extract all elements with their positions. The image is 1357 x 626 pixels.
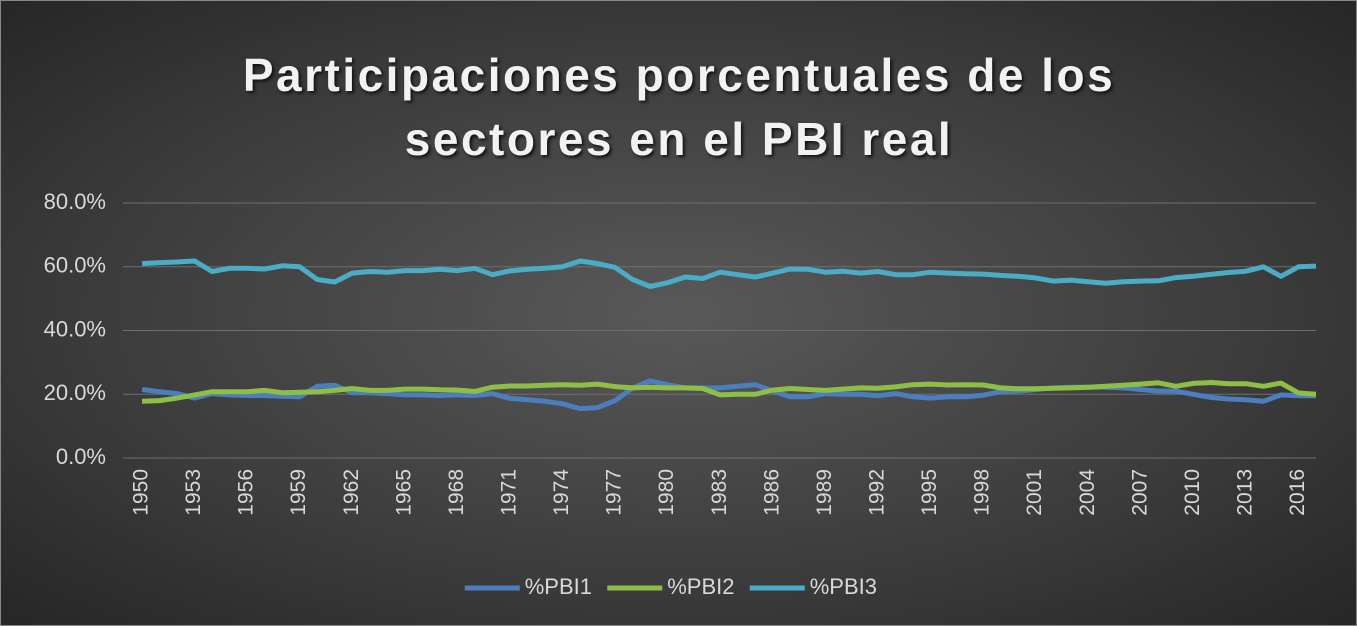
x-tick-label: 1956 — [235, 469, 258, 516]
x-tick-label: 1971 — [498, 469, 521, 516]
chart-title: Participaciones porcentuales de los sect… — [242, 49, 1116, 165]
y-tick-label: 0.0% — [56, 444, 106, 469]
x-tick-label: 2007 — [1128, 469, 1151, 516]
legend-label: %PBI3 — [810, 574, 877, 599]
x-tick-label: 1953 — [182, 469, 205, 516]
x-tick-label: 1983 — [708, 469, 731, 516]
x-tick-label: 1968 — [445, 469, 468, 516]
x-tick-label: 1998 — [971, 469, 994, 516]
x-tick-label: 1962 — [340, 469, 363, 516]
series-line — [141, 258, 1317, 289]
series-line — [141, 380, 1317, 404]
legend-label: %PBI2 — [667, 574, 734, 599]
x-tick-label: 1974 — [550, 469, 573, 516]
x-tick-label: 1950 — [130, 469, 153, 516]
x-tick-label: 1989 — [813, 469, 836, 516]
x-tick-label: 1986 — [760, 469, 783, 516]
x-tick-label: 1977 — [603, 469, 626, 516]
y-tick-label: 20.0% — [44, 380, 106, 405]
x-tick-label: 2004 — [1076, 469, 1099, 516]
x-tick-label: 2001 — [1023, 469, 1046, 516]
x-tick-label: 1965 — [392, 469, 415, 516]
y-tick-label: 80.0% — [44, 189, 106, 214]
x-tick-label: 1959 — [287, 469, 310, 516]
legend-label: %PBI1 — [525, 574, 592, 599]
y-tick-label: 60.0% — [44, 253, 106, 278]
x-tick-label: 1980 — [655, 469, 678, 516]
x-tick-label: 2010 — [1181, 469, 1204, 516]
x-tick-label: 1995 — [918, 469, 941, 516]
y-tick-label: 40.0% — [44, 316, 106, 341]
x-tick-label: 2016 — [1286, 469, 1309, 516]
x-tick-label: 1992 — [865, 469, 888, 516]
x-tick-label: 2013 — [1233, 469, 1256, 516]
